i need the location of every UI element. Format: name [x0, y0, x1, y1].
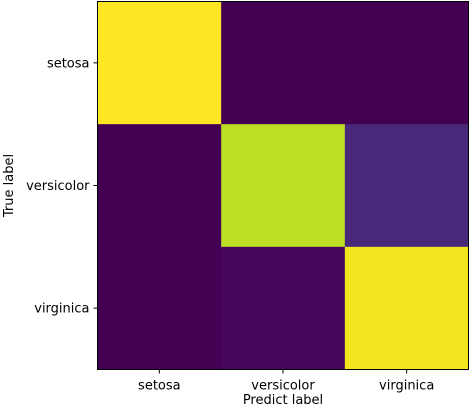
x-axis-label: Predict label: [243, 393, 323, 408]
x-tick-label-setosa: setosa: [138, 379, 181, 394]
x-tick-label-virginica: virginica: [379, 379, 434, 394]
heatmap-cell-virginica-setosa: [97, 246, 222, 370]
heatmap-cell-versicolor-versicolor: [221, 124, 346, 248]
y-tick-label-setosa: setosa: [47, 56, 90, 71]
heatmap-cells: [97, 1, 469, 370]
y-tick-label-virginica: virginica: [34, 302, 89, 317]
heatmap-cell-virginica-versicolor: [221, 246, 346, 370]
x-tick-label-versicolor: versicolor: [251, 379, 315, 394]
heatmap-cell-setosa-virginica: [344, 1, 469, 125]
x-axis-ticks: setosa versicolor virginica: [138, 369, 434, 394]
heatmap-cell-versicolor-setosa: [97, 124, 222, 248]
heatmap-cell-virginica-virginica: [344, 246, 469, 370]
y-tick-label-versicolor: versicolor: [26, 179, 90, 194]
y-axis-label: True label: [2, 154, 17, 218]
heatmap-cell-versicolor-virginica: [344, 124, 469, 248]
heatmap-cell-setosa-setosa: [97, 1, 222, 125]
heatmap-cell-setosa-versicolor: [221, 1, 346, 125]
y-axis-ticks: setosa versicolor virginica: [26, 56, 98, 317]
